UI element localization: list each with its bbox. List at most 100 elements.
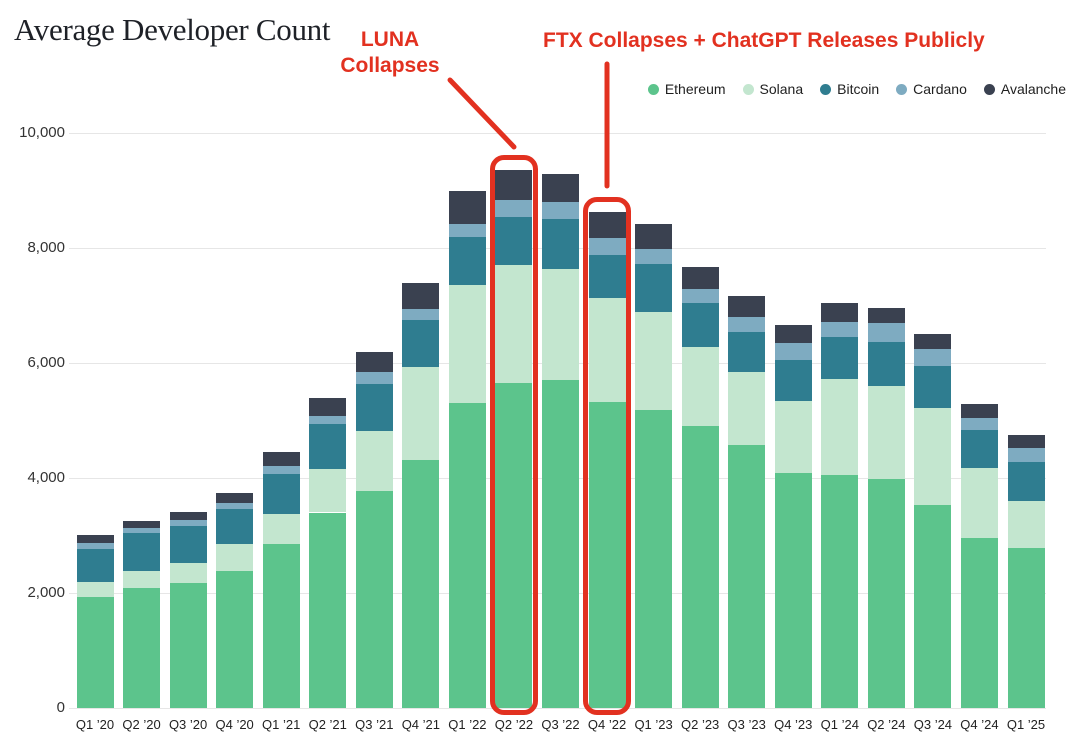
luna-annotation-line1: LUNA — [360, 28, 420, 51]
bar-segment-cardano — [821, 321, 859, 337]
bar-segment-cardano — [635, 248, 673, 264]
luna-annotation-line2: Collapses — [340, 54, 440, 77]
highlight-box-12 — [583, 197, 632, 715]
x-axis-tick-label: Q2 ’22 — [494, 717, 534, 732]
x-axis-tick-label: Q3 ’22 — [541, 717, 580, 732]
bar-segment-ethereum — [728, 444, 766, 708]
legend-item-cardano: Cardano — [896, 81, 967, 97]
x-axis-tick-label: Q4 ’23 — [774, 717, 813, 732]
legend-label: Avalanche — [1000, 81, 1066, 97]
bar-segment-cardano — [169, 519, 207, 526]
x-axis-tick-label: Q3 ’20 — [168, 717, 208, 732]
bar-segment-bitcoin — [960, 429, 998, 469]
bar-segment-cardano — [867, 323, 905, 342]
y-axis-tick-label: 8,000 — [27, 239, 65, 256]
bar-segment-cardano — [76, 542, 114, 549]
x-axis-tick-label: Q3 ’23 — [727, 717, 766, 732]
bar-segment-solana — [355, 430, 393, 492]
bar-segment-cardano — [1007, 447, 1045, 463]
bar-segment-avalanche — [216, 492, 254, 503]
bar-segment-ethereum — [262, 544, 300, 708]
bar-segment-cardano — [914, 349, 952, 367]
bar-segment-cardano — [960, 417, 998, 430]
bar-segment-bitcoin — [448, 236, 486, 286]
bar-segment-ethereum — [914, 504, 952, 708]
x-axis-tick-label: Q1 ’21 — [262, 717, 301, 732]
x-axis-tick-label: Q1 ’20 — [75, 717, 115, 732]
bar-segment-ethereum — [448, 403, 486, 708]
x-axis-tick-label: Q1 ’24 — [820, 717, 859, 732]
bar-segment-avalanche — [76, 535, 114, 543]
bar-segment-cardano — [262, 465, 300, 475]
bar-segment-avalanche — [402, 283, 440, 309]
bar-segment-avalanche — [495, 170, 533, 200]
bar-segment-cardano — [588, 237, 626, 255]
x-axis-tick-label: Q4 ’22 — [587, 717, 627, 732]
bar-segment-solana — [588, 298, 626, 402]
bar-segment-ethereum — [1007, 547, 1045, 708]
grid-line — [69, 133, 1046, 134]
bar-segment-cardano — [495, 199, 533, 217]
x-axis-tick-label: Q3 ’21 — [355, 717, 394, 732]
bar-segment-cardano — [542, 202, 579, 219]
bar-segment-ethereum — [216, 570, 254, 708]
bar-segment-ethereum — [542, 379, 579, 708]
bar-segment-avalanche — [774, 325, 812, 344]
bar-segment-avalanche — [1007, 435, 1045, 448]
x-axis-tick-label: Q2 ’23 — [680, 717, 720, 732]
x-axis-tick-label: Q4 ’20 — [215, 717, 254, 732]
x-axis-tick-label: Q2 ’24 — [867, 717, 906, 732]
bar-segment-bitcoin — [355, 383, 393, 431]
legend-label: Cardano — [913, 81, 967, 97]
bar-segment-bitcoin — [774, 360, 812, 401]
legend-item-bitcoin: Bitcoin — [820, 81, 879, 97]
y-axis-tick-label: 2,000 — [27, 584, 65, 601]
bar-segment-solana — [402, 367, 440, 460]
bar-segment-solana — [821, 379, 859, 475]
bar-segment-solana — [448, 285, 486, 404]
bar-segment-solana — [495, 264, 533, 384]
bar-segment-cardano — [123, 528, 161, 534]
legend-item-solana: Solana — [742, 81, 803, 97]
bar-segment-cardano — [774, 343, 812, 361]
bar-segment-bitcoin — [728, 331, 766, 372]
y-axis-tick-label: 0 — [56, 699, 65, 716]
bar-segment-ethereum — [76, 597, 114, 708]
x-axis-tick-label: Q4 ’24 — [960, 717, 999, 732]
bar-segment-bitcoin — [914, 366, 952, 409]
bar-segment-bitcoin — [867, 341, 905, 386]
bar-segment-solana — [1007, 500, 1045, 548]
bar-segment-bitcoin — [169, 526, 207, 563]
legend-item-ethereum: Ethereum — [647, 81, 726, 97]
bar-segment-solana — [728, 371, 766, 445]
bar-segment-bitcoin — [402, 319, 440, 368]
avalanche-dot-icon — [983, 83, 995, 95]
bar-segment-cardano — [728, 316, 766, 332]
legend-label: Bitcoin — [837, 81, 880, 97]
bar-segment-avalanche — [448, 191, 486, 224]
bar-segment-avalanche — [355, 351, 393, 373]
bar-segment-ethereum — [309, 512, 347, 708]
ethereum-dot-icon — [647, 83, 659, 95]
highlight-box-10 — [489, 155, 538, 715]
bar-segment-bitcoin — [123, 533, 161, 571]
bar-segment-cardano — [309, 415, 347, 425]
bar-segment-ethereum — [355, 491, 393, 708]
bar-segment-bitcoin — [76, 548, 114, 583]
y-axis-tick-label: 6,000 — [27, 354, 65, 371]
bar-segment-cardano — [216, 503, 254, 509]
bar-segment-avalanche — [960, 403, 998, 418]
grid-line — [69, 708, 1046, 709]
bar-segment-avalanche — [262, 451, 300, 466]
bar-segment-bitcoin — [1007, 462, 1045, 501]
bar-segment-solana — [681, 346, 719, 427]
y-axis-tick-label: 10,000 — [19, 124, 65, 141]
bar-segment-solana — [542, 268, 579, 380]
bar-segment-avalanche — [867, 307, 905, 324]
bar-segment-solana — [216, 544, 254, 571]
bar-segment-solana — [774, 400, 812, 474]
legend-label: Ethereum — [664, 81, 726, 97]
bar-segment-bitcoin — [635, 263, 673, 312]
